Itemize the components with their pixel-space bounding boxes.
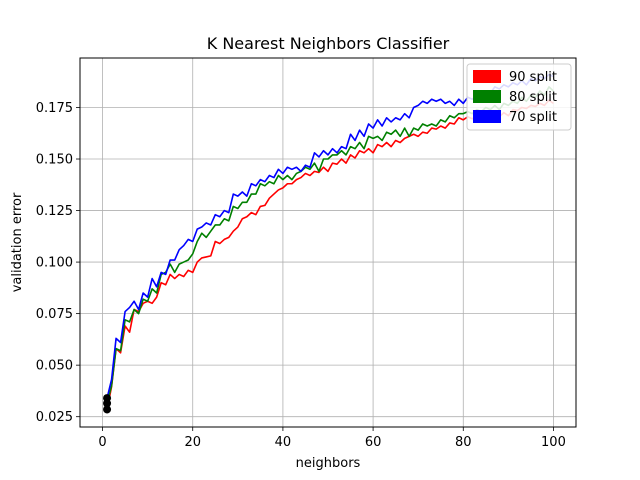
y-tick-label: 0.100 [36, 256, 73, 271]
y-tick-label: 0.025 [36, 410, 73, 425]
x-tick-label: 20 [184, 435, 201, 450]
legend-swatch [473, 110, 501, 123]
x-tick-label: 40 [275, 435, 292, 450]
legend-label: 90 split [509, 70, 557, 85]
legend: 90 split 80 split 70 split [466, 63, 572, 131]
chart-title: K Nearest Neighbors Classifier [207, 34, 450, 53]
start-marker-point [103, 405, 112, 414]
y-axis-label: validation error [10, 192, 25, 292]
y-tick-label: 0.150 [36, 153, 73, 168]
start-marker-point [103, 394, 112, 403]
x-axis-label: neighbors [296, 456, 361, 471]
y-tick-label: 0.050 [36, 359, 73, 374]
y-tick-label: 0.075 [36, 307, 73, 322]
legend-swatch [473, 70, 501, 83]
y-tick-label: 0.175 [36, 101, 73, 116]
legend-label: 80 split [509, 90, 557, 105]
legend-swatch [473, 90, 501, 103]
plot-frame [79, 57, 577, 428]
axis-ticks: 0 20 40 60 80 100 0.025 0.050 0.075 0.100 0.125 0.1… [36, 101, 566, 450]
legend-label: 70 split [509, 110, 557, 125]
x-tick-label: 100 [541, 435, 566, 450]
x-tick-label: 80 [455, 435, 472, 450]
grid [80, 58, 576, 427]
y-tick-label: 0.125 [36, 204, 73, 219]
start-markers [103, 394, 112, 414]
x-tick-label: 0 [98, 435, 106, 450]
x-tick-label: 60 [365, 435, 382, 450]
